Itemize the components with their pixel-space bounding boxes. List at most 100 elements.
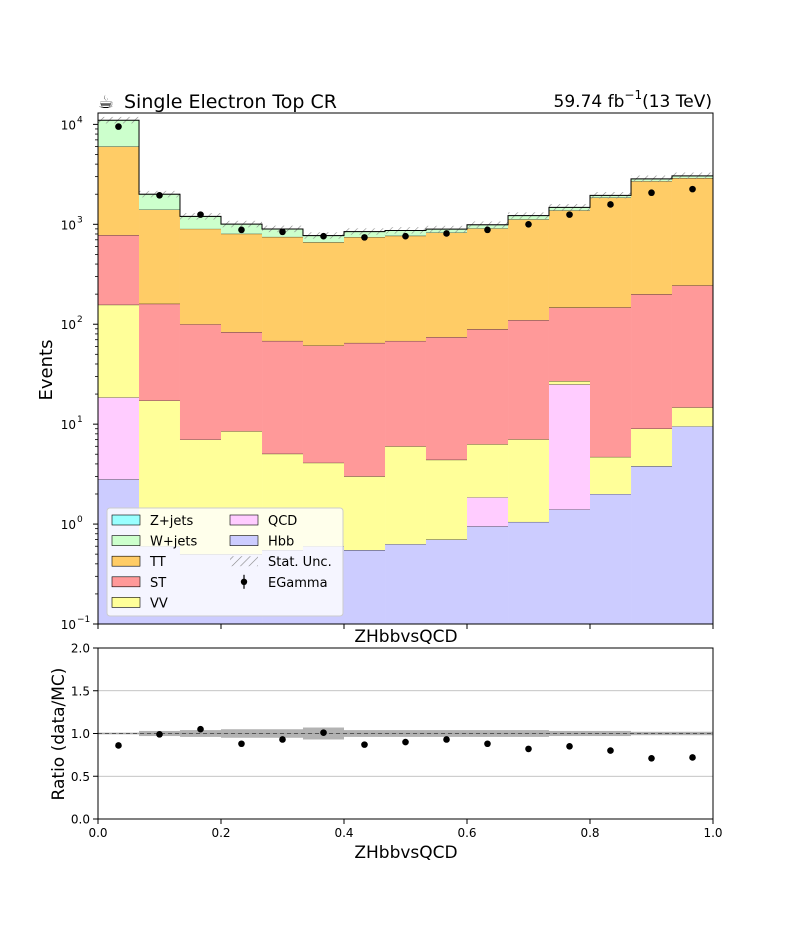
- main-x-axis-ticks: [97, 624, 714, 629]
- main-y-axis-label: Events: [36, 340, 57, 401]
- legend-label-z-jets: Z+jets: [150, 514, 194, 529]
- bar-vv-bin-12: [590, 456, 632, 494]
- data-point-bin-4: [279, 228, 286, 236]
- bar-qcd-bin-11: [548, 384, 590, 510]
- bar-tt-bin-14: [671, 178, 713, 286]
- bar-tt-bin-4: [262, 236, 303, 341]
- main-y-tick-label-0: 10: [61, 618, 76, 632]
- ratio-point-bin-11: [566, 743, 573, 750]
- ratio-unc-band-bin-2: [179, 730, 221, 737]
- bar-st-bin-12: [590, 307, 632, 457]
- main-y-tick-exponent-2: 1: [77, 415, 83, 425]
- data-point-bin-7: [402, 232, 409, 240]
- bar-w-jets-bin-1: [139, 194, 180, 210]
- bar-vv-bin-14: [671, 407, 713, 427]
- ratio-x-axis-label: ZHbbvsQCD: [354, 843, 457, 863]
- data-point-bin-11: [566, 211, 573, 218]
- ratio-x-tick-label-0: 0.0: [88, 826, 107, 840]
- ratio-x-axis-ticks: 0.0 0.2 0.4 0.6 0.8 1.0: [88, 819, 723, 840]
- legend-swatch-vv: [111, 597, 141, 608]
- chart-title: Single Electron Top CR: [124, 91, 337, 113]
- data-point-bin-9: [484, 226, 491, 234]
- bar-st-bin-4: [262, 340, 303, 454]
- main-y-tick-exponent-4: 3: [77, 215, 83, 225]
- ratio-point-bin-13: [648, 754, 655, 762]
- legend-swatch-hbb: [229, 535, 259, 546]
- bar-hbb-bin-12: [590, 493, 632, 624]
- bar-vv-bin-7: [385, 446, 426, 545]
- bar-st-bin-14: [671, 285, 713, 408]
- bar-hbb-bin-10: [508, 521, 549, 624]
- data-point-bin-5: [320, 232, 327, 240]
- ratio-x-tick-label-4: 0.8: [580, 826, 599, 840]
- ratio-point-bin-3: [238, 740, 245, 748]
- ratio-x-tick-label-5: 1.0: [703, 826, 722, 840]
- legend-label-st: ST: [150, 576, 166, 591]
- ratio-unc-band-bin-9: [467, 730, 509, 737]
- bar-tt-bin-2: [179, 228, 221, 325]
- bar-qcd-bin-9: [467, 497, 509, 527]
- ratio-panel: 0.0 0.5 1.0 1.5 2.0 0.0 0.2 0.4 0.6 0.8 1.0 Ratio…: [49, 642, 723, 864]
- legend-swatch-w-jets: [111, 535, 141, 546]
- legend-swatch-stat-unc-: [230, 556, 258, 567]
- ratio-unc-band-bin-7: [385, 730, 426, 737]
- legend-label-w-jets: W+jets: [150, 535, 197, 550]
- ratio-point-bin-9: [484, 740, 491, 748]
- legend-swatch-tt: [111, 555, 141, 567]
- bar-tt-bin-3: [221, 233, 263, 333]
- bar-tt-bin-6: [344, 237, 386, 343]
- bar-tt-bin-5: [302, 242, 344, 346]
- bar-hbb-bin-11: [548, 509, 590, 624]
- legend: Z+jets W+jets TT ST VV QCD Hbb Stat. Unc. EGamma: [106, 507, 344, 617]
- ratio-point-bin-2: [197, 725, 204, 733]
- main-x-axis-label: ZHbbvsQCD: [354, 627, 457, 647]
- main-y-tick-exponent-1: 0: [77, 515, 83, 525]
- ratio-point-bin-10: [525, 745, 532, 753]
- ratio-point-bin-7: [402, 738, 409, 746]
- bar-st-bin-3: [221, 332, 263, 432]
- bar-hbb-bin-6: [344, 550, 386, 624]
- bar-st-bin-2: [179, 324, 221, 440]
- main-y-tick-label-3: 10: [61, 318, 76, 332]
- ratio-point-bin-1: [156, 731, 163, 738]
- bar-hbb-bin-13: [631, 466, 672, 624]
- data-point-bin-6: [361, 234, 368, 241]
- ratio-y-axis-ticks: 0.0 0.5 1.0 1.5 2.0: [71, 642, 98, 827]
- bar-tt-bin-0: [98, 146, 140, 236]
- ratio-point-bin-12: [607, 747, 614, 754]
- ratio-points-layer: [115, 725, 696, 762]
- data-point-bin-13: [648, 189, 655, 197]
- bar-tt-bin-11: [548, 210, 590, 308]
- stat-uncertainty-hatch: [97, 116, 714, 624]
- bar-st-bin-8: [425, 337, 467, 460]
- legend-label-stat-unc-: Stat. Unc.: [268, 555, 332, 570]
- bar-st-bin-1: [139, 303, 180, 401]
- legend-swatch-qcd: [229, 514, 259, 526]
- ratio-unc-band-bin-14: [671, 731, 713, 736]
- main-y-tick-exponent-5: 4: [77, 115, 83, 125]
- main-y-tick-label-4: 10: [61, 218, 76, 232]
- ratio-point-bin-4: [279, 736, 286, 743]
- ratio-point-bin-5: [320, 729, 327, 736]
- bar-vv-bin-11: [548, 381, 590, 385]
- legend-label-hbb: Hbb: [268, 535, 294, 550]
- ratio-x-tick-label-1: 0.2: [211, 826, 230, 840]
- legend-label-egamma: EGamma: [268, 576, 328, 591]
- bar-tt-bin-13: [631, 181, 672, 295]
- bar-st-bin-7: [385, 340, 426, 447]
- ratio-unc-band-bin-8: [425, 730, 467, 737]
- bar-vv-bin-13: [631, 428, 672, 467]
- bar-qcd-bin-0: [98, 397, 140, 480]
- bar-tt-bin-9: [467, 228, 509, 330]
- bar-vv-bin-0: [98, 304, 140, 398]
- bar-st-bin-9: [467, 329, 509, 445]
- bar-tt-bin-12: [590, 197, 632, 308]
- ratio-x-tick-label-3: 0.6: [457, 826, 476, 840]
- total-mc-outline: [97, 119, 714, 624]
- bar-vv-bin-6: [344, 476, 386, 551]
- bar-vv-bin-8: [425, 459, 467, 540]
- bar-hbb-bin-14: [671, 426, 713, 624]
